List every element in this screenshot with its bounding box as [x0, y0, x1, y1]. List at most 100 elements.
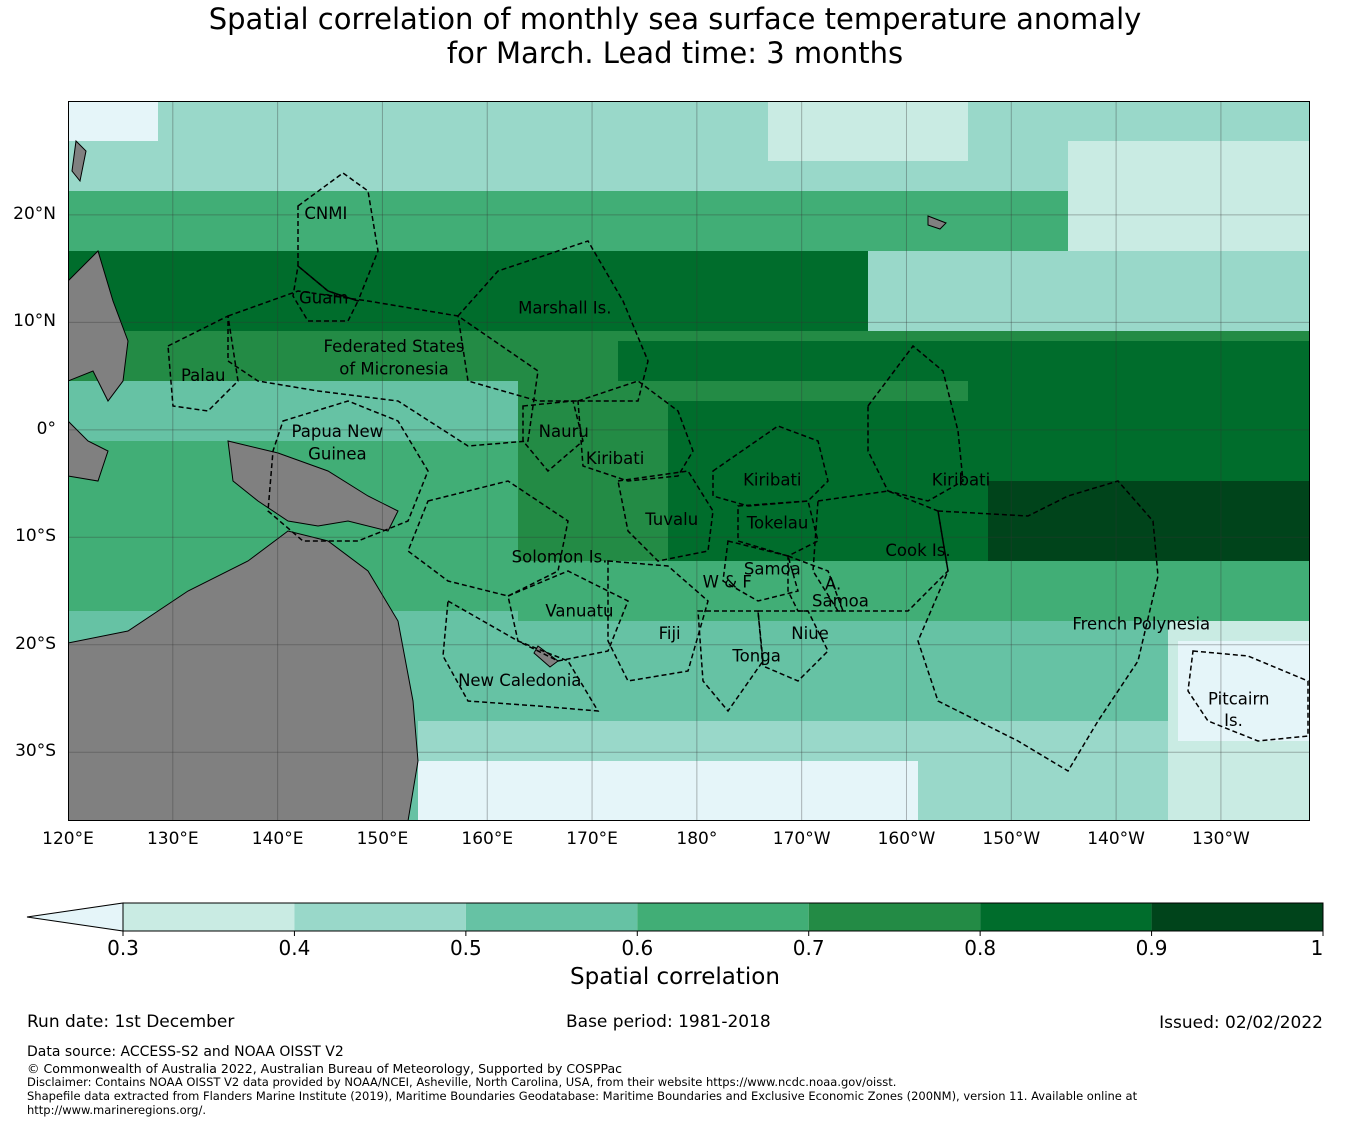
lon-tick-label: 130°W: [1192, 829, 1250, 849]
region-label: Guam: [299, 289, 348, 308]
png-boundary: [267, 400, 429, 542]
colorbar-tick-label: 0.8: [964, 936, 996, 960]
title-line-1: Spatial correlation of monthly sea surfa…: [208, 2, 1142, 36]
colorbar-tick-label: 1: [1311, 936, 1324, 960]
lat-tick-label: 30°S: [15, 741, 56, 762]
region-label: Guinea: [308, 444, 367, 463]
region-label: Samoa: [744, 559, 801, 578]
copyright: © Commonwealth of Australia 2022, Austra…: [27, 1061, 622, 1076]
colorbar-segment: [808, 903, 981, 931]
colorbar-extend-triangle: [26, 902, 124, 932]
amsamoa-boundary: [787, 554, 845, 612]
run-date: Run date: 1st December: [27, 1012, 235, 1032]
tuvalu-boundary: [617, 470, 714, 562]
colorbar-segment: [123, 903, 295, 931]
region-label: Niue: [791, 624, 829, 643]
colorbar-label: Spatial correlation: [570, 964, 780, 990]
solomon-boundary: [407, 480, 569, 597]
lon-tick-label: 150°W: [982, 829, 1041, 849]
new-guinea-landmass: [227, 440, 399, 532]
title-line-2: for March. Lead time: 3 months: [446, 36, 904, 70]
kiribati-gilbert-boundary: [577, 380, 694, 482]
lon-tick-label: 160°E: [461, 829, 514, 849]
region-label: Tokelau: [746, 513, 809, 532]
map-panel[interactable]: CNMI Guam Marshall Is. Federated States of M…: [68, 101, 1310, 821]
pitcairn-boundary: [1187, 650, 1309, 742]
region-label: Fiji: [659, 624, 681, 643]
colorbar-segment: [637, 903, 809, 931]
lon-tick-label: 170°E: [566, 829, 618, 849]
lat-tick-label: 20°S: [15, 633, 56, 654]
colorbar-segment: [294, 903, 466, 931]
colorbar-tick-label: 0.6: [621, 936, 653, 960]
region-label: Federated States: [324, 337, 465, 356]
region-label: CNMI: [304, 204, 347, 223]
region-label: Is.: [1224, 711, 1243, 730]
region-label: of Micronesia: [339, 360, 448, 379]
lon-tick-label: 120°E: [42, 829, 94, 849]
colorbar-tick-label: 0.4: [279, 936, 311, 960]
kiribati-phoenix-boundary: [712, 425, 829, 507]
lon-tick-label: 180°: [676, 829, 718, 849]
new-caledonia-boundary: [442, 599, 600, 712]
colorbar-segment: [465, 903, 638, 931]
region-label: Nauru: [539, 422, 589, 441]
kiribati-line-boundary: [867, 344, 964, 502]
lon-tick-label: 130°E: [146, 829, 199, 849]
lon-tick-label: 160°W: [877, 829, 936, 849]
issued-date: Issued: 02/02/2022: [1159, 1013, 1323, 1033]
samoa-boundary: [722, 540, 799, 602]
tonga-boundary: [697, 610, 764, 713]
colorbar-segment: [980, 903, 1152, 931]
land: [68, 139, 947, 821]
disclaimer: Disclaimer: Contains NOAA OISST V2 data …: [27, 1075, 897, 1089]
region-label: A.: [825, 575, 841, 594]
hawaii-island: [927, 215, 947, 230]
colorbar-tick-label: 0.5: [450, 936, 482, 960]
region-label: Papua New: [292, 422, 384, 441]
lat-tick-label: 10°S: [15, 526, 56, 547]
colorbar-tick-label: 0.3: [107, 936, 139, 960]
region-label: Kiribati: [932, 470, 990, 489]
cnmi-boundary: [297, 172, 379, 302]
base-period: Base period: 1981-2018: [566, 1012, 771, 1032]
region-label: Pitcairn: [1208, 689, 1269, 708]
lon-tick-label: 140°E: [251, 829, 304, 849]
region-label: New Caledonia: [458, 671, 581, 690]
nauru-boundary: [522, 400, 584, 473]
taiwan-landmass: [71, 139, 87, 183]
colorbar-tick-label: 0.9: [1136, 936, 1168, 960]
lat-tick-label: 20°N: [13, 203, 56, 224]
region-label: Kiribati: [743, 470, 801, 489]
region-label: Samoa: [812, 592, 869, 611]
tokelau-boundary: [737, 500, 819, 557]
australia-landmass: [68, 530, 419, 821]
data-source: Data source: ACCESS-S2 and NOAA OISST V2: [27, 1044, 344, 1060]
lon-tick-label: 150°E: [356, 829, 409, 849]
region-label: Marshall Is.: [518, 298, 611, 317]
marshall-boundary: [457, 240, 649, 402]
lat-tick-label: 0°: [36, 418, 56, 439]
lon-tick-label: 140°W: [1087, 829, 1145, 849]
region-label: Palau: [181, 366, 225, 385]
lon-tick-label: 170°W: [772, 829, 831, 849]
map-frame: [68, 101, 1310, 821]
region-label: French Polynesia: [1072, 614, 1210, 633]
lat-tick-label: 10°N: [13, 311, 56, 332]
french-polynesia-boundary: [917, 480, 1159, 773]
region-label: Tonga: [731, 647, 780, 666]
map-svg: CNMI Guam Marshall Is. Federated States of M…: [68, 101, 1310, 821]
region-label: Vanuatu: [545, 601, 613, 620]
indonesia-landmass: [68, 420, 109, 482]
palau-boundary: [167, 314, 239, 412]
philippines-landmass: [68, 250, 129, 402]
fsm-boundary: [227, 290, 539, 447]
eez-boundaries: [167, 172, 1309, 773]
region-label: Solomon Is.: [512, 548, 608, 567]
colorbar-tick-label: 0.7: [793, 936, 825, 960]
region-label: Kiribati: [586, 449, 644, 468]
shapefile-url: http://www.marineregions.org/.: [27, 1103, 206, 1117]
shapefile-credit: Shapefile data extracted from Flanders M…: [27, 1089, 1138, 1103]
chart-title: Spatial correlation of monthly sea surfa…: [0, 2, 1350, 70]
colorbar-outline: [122, 902, 1324, 932]
